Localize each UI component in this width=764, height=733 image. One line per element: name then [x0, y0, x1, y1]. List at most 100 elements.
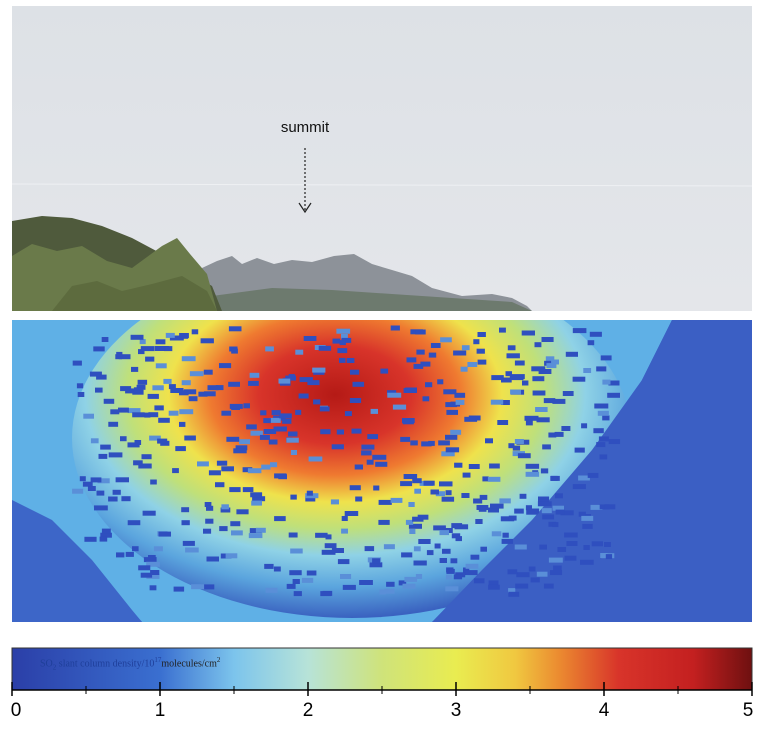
noise-pixel	[560, 510, 574, 516]
noise-pixel	[233, 448, 247, 454]
noise-pixel	[499, 498, 511, 504]
noise-pixel	[600, 553, 608, 558]
noise-pixel	[120, 386, 132, 392]
noise-pixel	[548, 432, 557, 438]
noise-pixel	[282, 418, 292, 424]
noise-pixel	[538, 369, 552, 374]
noise-pixel	[455, 399, 465, 405]
noise-pixel	[72, 360, 82, 366]
noise-pixel	[130, 334, 144, 340]
noise-pixel	[566, 541, 578, 546]
noise-pixel	[134, 440, 142, 445]
noise-pixel	[100, 532, 112, 538]
noise-pixel	[409, 529, 416, 534]
noise-pixel	[500, 516, 515, 522]
noise-pixel	[507, 569, 518, 575]
noise-pixel	[578, 475, 590, 481]
noise-pixel	[596, 366, 607, 372]
noise-pixel	[473, 498, 483, 504]
noise-pixel	[508, 443, 515, 449]
noise-pixel	[153, 546, 163, 552]
noise-pixel	[203, 528, 212, 534]
noise-pixel	[100, 444, 111, 450]
noise-pixel	[330, 499, 339, 505]
noise-pixel	[125, 551, 134, 557]
noise-pixel	[508, 515, 517, 521]
noise-pixel	[242, 467, 253, 473]
noise-pixel	[191, 329, 199, 335]
noise-pixel	[406, 357, 417, 363]
noise-pixel	[200, 338, 214, 344]
noise-pixel	[550, 570, 563, 576]
noise-pixel	[158, 531, 171, 537]
colorbar-graphic	[11, 647, 753, 696]
noise-pixel	[164, 346, 173, 352]
noise-pixel	[479, 494, 488, 500]
colorbar-title-suffix: molecules/cm	[161, 658, 217, 670]
noise-pixel	[279, 413, 292, 419]
noise-pixel	[552, 522, 559, 528]
noise-pixel	[179, 390, 189, 396]
noise-pixel	[163, 378, 172, 384]
noise-pixel	[259, 434, 270, 440]
noise-pixel	[332, 338, 341, 344]
noise-pixel	[341, 516, 348, 521]
noise-pixel	[101, 528, 111, 534]
noise-pixel	[112, 489, 121, 495]
noise-pixel	[557, 547, 567, 552]
noise-pixel	[121, 496, 131, 502]
noise-pixel	[517, 453, 531, 459]
noise-pixel	[246, 424, 257, 430]
noise-pixel	[516, 572, 530, 578]
noise-pixel	[477, 359, 487, 365]
noise-pixel	[320, 591, 332, 597]
noise-pixel	[514, 439, 524, 444]
noise-pixel	[430, 343, 441, 348]
noise-pixel	[77, 392, 85, 397]
noise-pixel	[604, 542, 611, 547]
noise-pixel	[390, 325, 400, 331]
noise-pixel	[188, 396, 198, 402]
noise-pixel	[182, 540, 195, 546]
noise-pixel	[103, 398, 115, 404]
noise-pixel	[307, 380, 320, 386]
noise-pixel	[181, 333, 189, 339]
noise-pixel	[157, 438, 168, 444]
noise-pixel	[120, 436, 127, 442]
noise-pixel	[191, 584, 205, 590]
noise-pixel	[185, 547, 199, 553]
noise-pixel	[132, 412, 145, 418]
noise-pixel	[439, 558, 447, 563]
noise-pixel	[288, 431, 298, 437]
noise-pixel	[306, 490, 313, 496]
noise-pixel	[90, 477, 102, 483]
noise-pixel	[408, 523, 422, 529]
noise-pixel	[341, 333, 348, 339]
noise-pixel	[464, 570, 478, 576]
noise-pixel	[89, 371, 102, 377]
noise-pixel	[278, 378, 291, 384]
noise-pixel	[298, 393, 309, 399]
noise-pixel	[141, 454, 152, 460]
noise-pixel	[110, 409, 120, 415]
noise-pixel	[203, 369, 213, 375]
noise-pixel	[155, 363, 167, 369]
noise-pixel	[572, 328, 587, 334]
noise-pixel	[336, 328, 351, 334]
noise-pixel	[231, 530, 243, 536]
noise-pixel	[587, 340, 595, 346]
noise-pixel	[271, 410, 281, 416]
noise-pixel	[352, 381, 365, 387]
noise-pixel	[229, 403, 243, 409]
noise-pixel	[437, 379, 444, 385]
noise-pixel	[541, 337, 554, 342]
noise-pixel	[438, 440, 450, 446]
noise-pixel	[433, 525, 446, 531]
noise-pixel	[508, 591, 520, 597]
noise-pixel	[400, 436, 411, 442]
noise-pixel	[339, 340, 346, 346]
distant-ridge	[212, 288, 532, 311]
noise-pixel	[445, 586, 459, 592]
noise-pixel	[220, 507, 231, 513]
noise-pixel	[370, 408, 378, 414]
